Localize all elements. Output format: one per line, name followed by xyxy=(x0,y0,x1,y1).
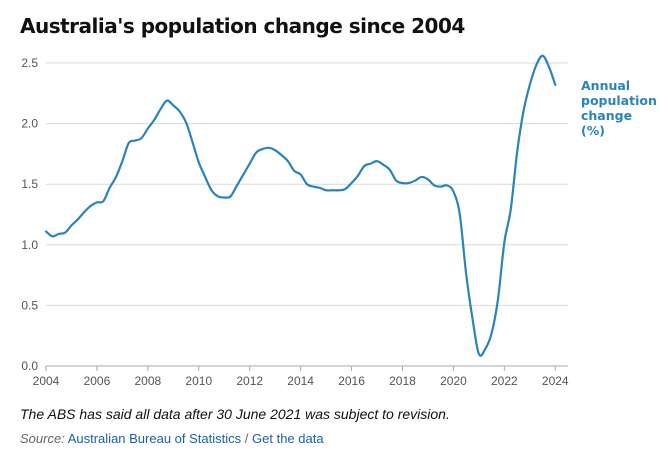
x-tick-label: 2006 xyxy=(84,374,111,388)
series xyxy=(44,54,557,357)
y-tick-label: 1.0 xyxy=(21,238,38,252)
x-tick-label: 2016 xyxy=(338,374,365,388)
y-tick-label: 1.5 xyxy=(21,177,38,191)
source-provider-link[interactable]: Australian Bureau of Statistics xyxy=(67,431,242,446)
source-separator: / xyxy=(244,431,249,446)
y-tick-label: 0.0 xyxy=(21,359,38,373)
x-axis xyxy=(45,365,568,371)
series-label: Annual population change (%) xyxy=(581,78,657,138)
x-tick-label: 2024 xyxy=(542,374,569,388)
y-tick-label: 2.0 xyxy=(21,117,38,131)
series-label-line: change xyxy=(581,108,632,123)
x-tick-label: 2022 xyxy=(491,374,518,388)
series-label-line: Annual xyxy=(581,78,630,93)
revision-note: The ABS has said all data after 30 June … xyxy=(20,406,450,422)
series-label-line: population xyxy=(581,93,657,108)
source-label: Source: xyxy=(20,431,65,446)
x-tick-label: 2004 xyxy=(33,374,60,388)
y-axis-labels: 0.0 0.5 1.0 1.5 2.0 2.5 xyxy=(21,56,38,373)
x-tick-label: 2014 xyxy=(287,374,314,388)
source-line: Source: Australian Bureau of Statistics … xyxy=(20,431,324,446)
series-label-line: (%) xyxy=(581,123,605,138)
x-tick-label: 2012 xyxy=(236,374,263,388)
y-tick-label: 2.5 xyxy=(21,56,38,70)
get-the-data-link[interactable]: Get the data xyxy=(252,431,324,446)
series-line-0 xyxy=(44,54,557,357)
series-label-text: Annual population change (%) xyxy=(581,78,657,138)
x-tick-label: 2008 xyxy=(135,374,162,388)
x-tick-label: 2018 xyxy=(389,374,416,388)
chart-title: Australia's population change since 2004 xyxy=(20,14,465,38)
x-axis-labels: 2004 2006 2008 2010 2012 2014 2016 2018 2020 2022… xyxy=(33,374,569,388)
x-tick-label: 2010 xyxy=(185,374,212,388)
line-chart: 0.00.51.01.52.02.5 2004 2006 2008 2010 2012 2… xyxy=(21,54,657,388)
y-tick-label: 0.5 xyxy=(21,298,38,312)
x-tick-label: 2020 xyxy=(440,374,467,388)
